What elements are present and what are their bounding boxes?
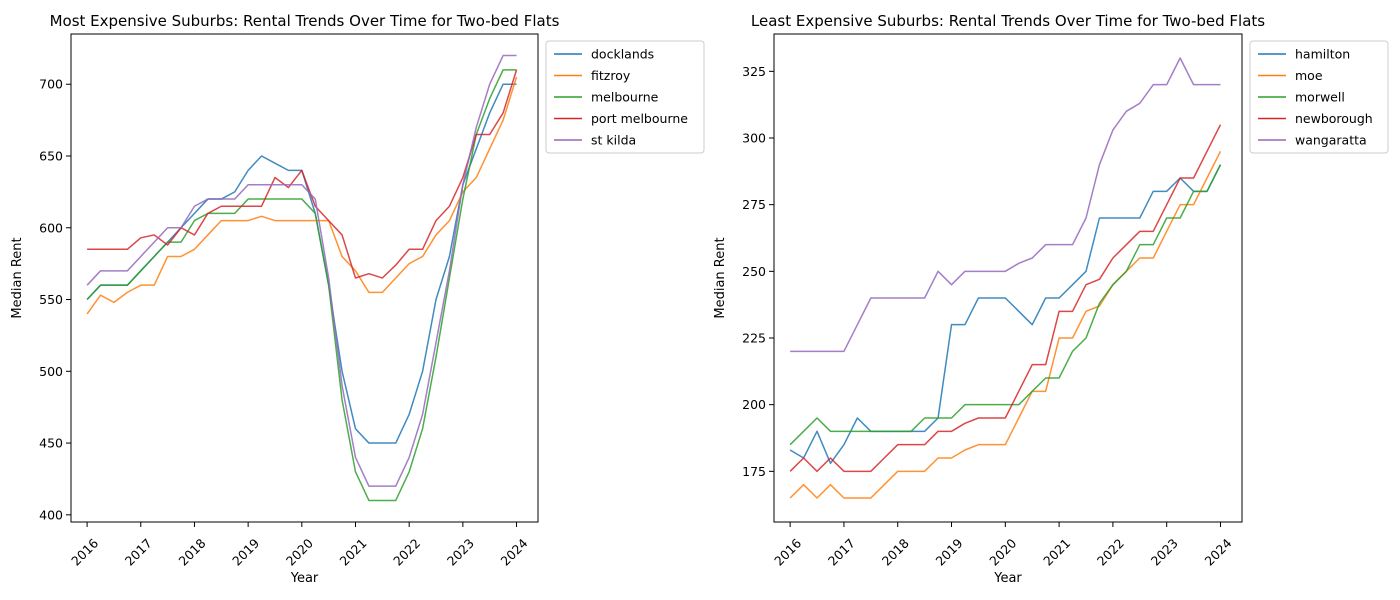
y-tick-label: 300	[742, 131, 766, 146]
x-tick-label: 2020	[986, 535, 1019, 568]
x-tick-label: 2024	[1202, 535, 1235, 568]
chart-panel-2: Least Expensive Suburbs: Rental Trends O…	[713, 12, 1388, 586]
legend-label: port melbourne	[591, 111, 688, 126]
series-line-fitzroy	[87, 77, 516, 314]
x-tick-label: 2017	[825, 536, 858, 569]
y-tick-label: 275	[742, 197, 766, 212]
y-tick-label: 700	[39, 77, 63, 92]
legend-label: docklands	[591, 47, 654, 62]
x-tick-label: 2022	[390, 536, 423, 569]
y-tick-label: 450	[39, 436, 63, 451]
legend-label: newborough	[1295, 111, 1373, 126]
y-axis-label: Median Rent	[10, 237, 25, 318]
x-tick-label: 2021	[1040, 536, 1073, 569]
legend-label: wangaratta	[1295, 133, 1367, 148]
y-tick-label: 225	[742, 331, 766, 346]
legend-label: hamilton	[1295, 47, 1350, 62]
x-tick-label: 2016	[771, 535, 804, 568]
x-tick-label: 2016	[68, 535, 101, 568]
legend: docklands fitzroy melbourne port melbourne s…	[546, 41, 704, 153]
x-tick-label: 2019	[933, 535, 966, 568]
legend: hamilton moe morwell newborough wangaratta	[1250, 41, 1388, 153]
chart-title: Most Expensive Suburbs: Rental Trends Ov…	[50, 12, 560, 30]
legend-label: melbourne	[591, 90, 659, 105]
x-axis-label: Year	[290, 571, 319, 586]
y-tick-label: 325	[742, 64, 766, 79]
legend-label: fitzroy	[591, 68, 631, 83]
plot-frame	[774, 34, 1242, 522]
series-line-morwell	[790, 165, 1220, 445]
x-tick-label: 2023	[1148, 536, 1181, 569]
series-line-wangaratta	[790, 58, 1220, 351]
x-tick-label: 2019	[229, 535, 262, 568]
legend-label: st kilda	[591, 133, 636, 148]
x-tick-label: 2020	[283, 535, 316, 568]
x-tick-label: 2018	[879, 535, 912, 568]
y-tick-label: 500	[39, 364, 63, 379]
y-tick-label: 400	[39, 507, 63, 522]
y-axis-label: Median Rent	[713, 237, 728, 318]
y-tick-label: 250	[742, 264, 766, 279]
x-tick-label: 2021	[337, 536, 370, 569]
x-tick-label: 2023	[444, 536, 477, 569]
x-tick-label: 2022	[1094, 536, 1127, 569]
chart-panel-1: Most Expensive Suburbs: Rental Trends Ov…	[10, 12, 704, 586]
y-tick-label: 200	[742, 397, 766, 412]
y-tick-label: 600	[39, 220, 63, 235]
x-tick-label: 2024	[498, 535, 531, 568]
y-tick-label: 175	[742, 464, 766, 479]
x-tick-label: 2017	[122, 536, 155, 569]
chart-title: Least Expensive Suburbs: Rental Trends O…	[751, 12, 1265, 30]
x-axis-label: Year	[993, 571, 1022, 586]
legend-label: moe	[1295, 68, 1323, 83]
y-tick-label: 650	[39, 149, 63, 164]
series-line-port-melbourne	[87, 70, 516, 278]
x-tick-label: 2018	[175, 535, 208, 568]
y-tick-label: 550	[39, 292, 63, 307]
plot-frame	[71, 34, 538, 522]
series-line-moe	[790, 151, 1220, 498]
series-line-st-kilda	[87, 56, 516, 487]
legend-label: morwell	[1295, 90, 1345, 105]
